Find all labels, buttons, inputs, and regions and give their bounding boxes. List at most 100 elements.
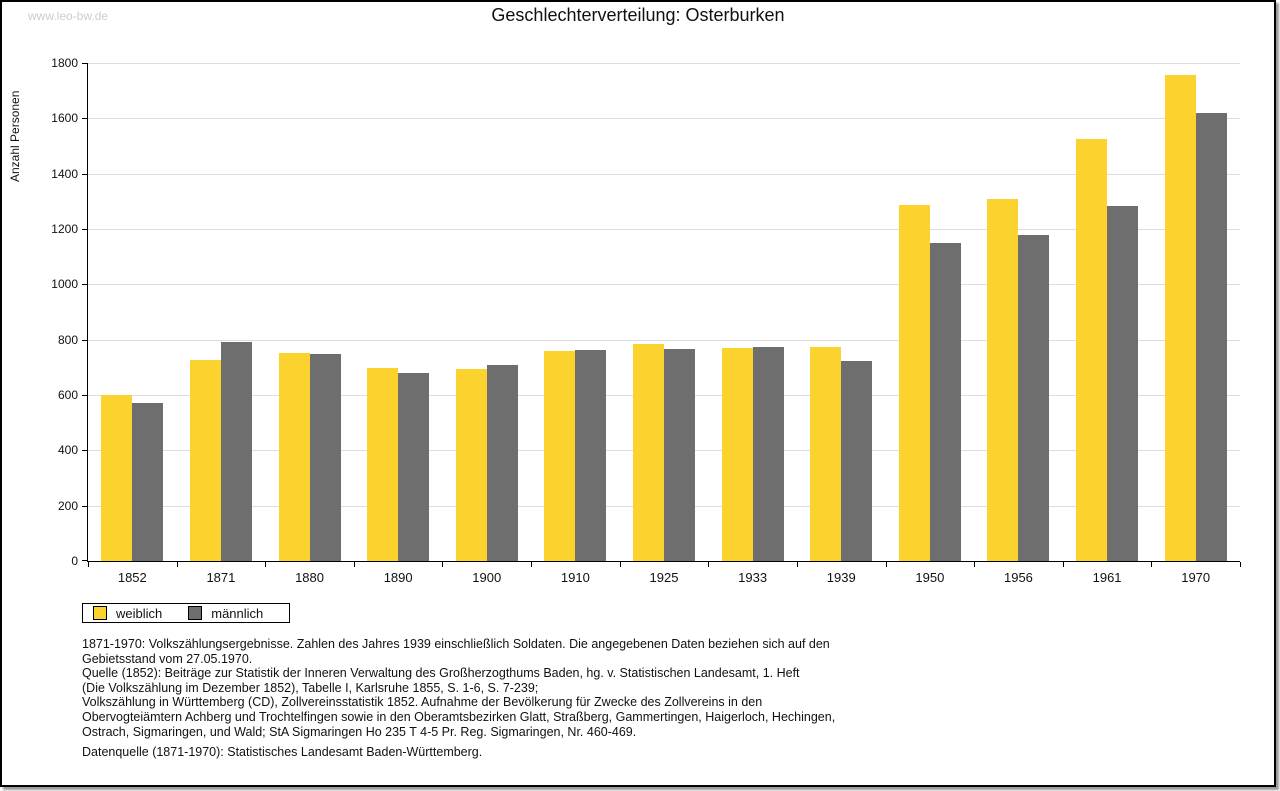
bar-weiblich-1956	[987, 198, 1018, 561]
bar-männlich-1871	[221, 342, 252, 561]
gridline	[88, 173, 1240, 175]
gridline	[88, 63, 1240, 64]
x-tick-label: 1970	[1181, 570, 1211, 585]
x-tick	[1063, 562, 1064, 567]
bar-männlich-1933	[753, 346, 784, 561]
legend: weiblich männlich	[82, 603, 290, 623]
bar-männlich-1900	[487, 364, 518, 561]
legend-item-maennlich: männlich	[188, 606, 263, 621]
y-tick	[82, 118, 88, 120]
y-tick-label: 1600	[51, 111, 78, 126]
y-tick	[82, 505, 88, 507]
bar-weiblich-1970	[1165, 74, 1196, 561]
x-tick-label: 1852	[117, 570, 147, 585]
gridline	[88, 229, 1240, 230]
y-tick	[82, 560, 88, 561]
footnote-line: Gebietsstand vom 27.05.1970.	[82, 651, 253, 666]
bar-weiblich-1880	[279, 353, 310, 561]
x-tick	[1151, 562, 1152, 567]
y-tick-label: 600	[57, 388, 78, 402]
watermark: www.leo-bw.de	[28, 9, 109, 23]
x-tick	[177, 562, 178, 567]
x-tick-label: 1925	[649, 570, 679, 585]
footnote: 1871-1970: Volkszählungsergebnisse. Zahl…	[82, 637, 1222, 739]
bar-männlich-1950	[930, 242, 961, 561]
y-tick-label: 1800	[51, 56, 78, 70]
bar-weiblich-1910	[544, 351, 575, 561]
bar-weiblich-1939	[810, 347, 841, 561]
bar-weiblich-1871	[190, 359, 221, 561]
bar-männlich-1852	[132, 402, 163, 561]
bar-weiblich-1925	[633, 343, 664, 561]
x-tick	[1240, 562, 1241, 567]
y-tick	[82, 284, 88, 286]
y-axis-title: Anzahl Personen	[8, 90, 22, 182]
x-tick-label: 1880	[295, 570, 324, 585]
x-tick-label: 1900	[472, 570, 502, 585]
y-tick	[82, 173, 88, 175]
bar-männlich-1925	[664, 349, 695, 561]
x-tick	[442, 562, 443, 567]
x-tick-label: 1910	[560, 570, 590, 585]
y-tick-label: 1400	[51, 166, 78, 181]
y-tick-label: 0	[71, 554, 78, 568]
bar-männlich-1970	[1196, 112, 1227, 561]
x-tick	[886, 562, 887, 567]
bar-männlich-1880	[310, 354, 341, 561]
bar-weiblich-1852	[101, 394, 132, 561]
x-tick	[708, 562, 709, 567]
y-tick-label: 200	[57, 498, 78, 513]
x-tick-label: 1956	[1003, 570, 1033, 585]
x-tick-label: 1939	[826, 570, 856, 585]
y-tick	[82, 339, 88, 341]
legend-label-weiblich: weiblich	[116, 605, 163, 621]
legend-label-maennlich: männlich	[211, 605, 264, 621]
y-tick-label: 400	[57, 443, 78, 458]
plot-area: 0 200 400 600 800 1000 1200 1400 1600 1800 1852 187…	[51, 56, 1241, 585]
gridline	[88, 339, 1240, 341]
footnote-line: Volkszählung in Württemberg (CD), Zollve…	[82, 695, 763, 710]
weiblich-swatch-icon	[93, 606, 107, 620]
x-tick-label: 1933	[738, 570, 768, 585]
gridline	[88, 284, 1240, 286]
y-tick	[82, 229, 88, 230]
maennlich-swatch-icon	[188, 606, 203, 620]
y-tick-label: 1200	[51, 222, 78, 236]
bar-männlich-1910	[575, 350, 606, 561]
bar-männlich-1890	[398, 372, 429, 561]
bar-männlich-1961	[1107, 205, 1138, 561]
bar-weiblich-1961	[1076, 138, 1107, 561]
x-tick-label: 1890	[383, 570, 413, 585]
legend-item-weiblich: weiblich	[93, 606, 162, 621]
chart-title: Geschlechterverteilung: Osterburken	[491, 5, 785, 25]
bar-weiblich-1900	[456, 369, 487, 561]
y-tick	[82, 63, 88, 64]
bar-weiblich-1933	[722, 348, 753, 561]
gridline	[88, 118, 1240, 120]
x-tick-label: 1950	[915, 570, 945, 585]
footnote-line: (Die Volkszählung im Dezember 1852), Tab…	[82, 680, 539, 695]
datasource-line: Datenquelle (1871-1970): Statistisches L…	[82, 745, 483, 759]
bar-weiblich-1890	[367, 367, 398, 561]
bar-männlich-1939	[841, 361, 872, 561]
footnote-line: Obervogteiämtern Achberg und Trochtelfin…	[82, 709, 836, 724]
y-tick	[82, 450, 88, 452]
y-tick-label: 1000	[51, 277, 78, 292]
x-tick-label: 1871	[206, 570, 236, 585]
bar-weiblich-1950	[899, 204, 930, 561]
x-tick	[354, 562, 355, 567]
x-tick	[620, 562, 621, 567]
x-tick	[974, 562, 975, 567]
x-tick-label: 1961	[1092, 570, 1122, 585]
footnote-line: 1871-1970: Volkszählungsergebnisse. Zahl…	[82, 637, 830, 651]
x-tick	[88, 562, 89, 567]
y-tick-label: 800	[57, 332, 78, 347]
x-tick	[797, 562, 798, 567]
footnote-line: Quelle (1852): Beiträge zur Statistik de…	[82, 666, 800, 681]
x-tick	[265, 562, 266, 567]
x-tick	[531, 562, 532, 567]
bar-männlich-1956	[1018, 234, 1049, 561]
footnote-line: Ostrach, Sigmaringen, und Wald; StA Sigm…	[82, 724, 637, 739]
y-tick	[82, 395, 88, 396]
